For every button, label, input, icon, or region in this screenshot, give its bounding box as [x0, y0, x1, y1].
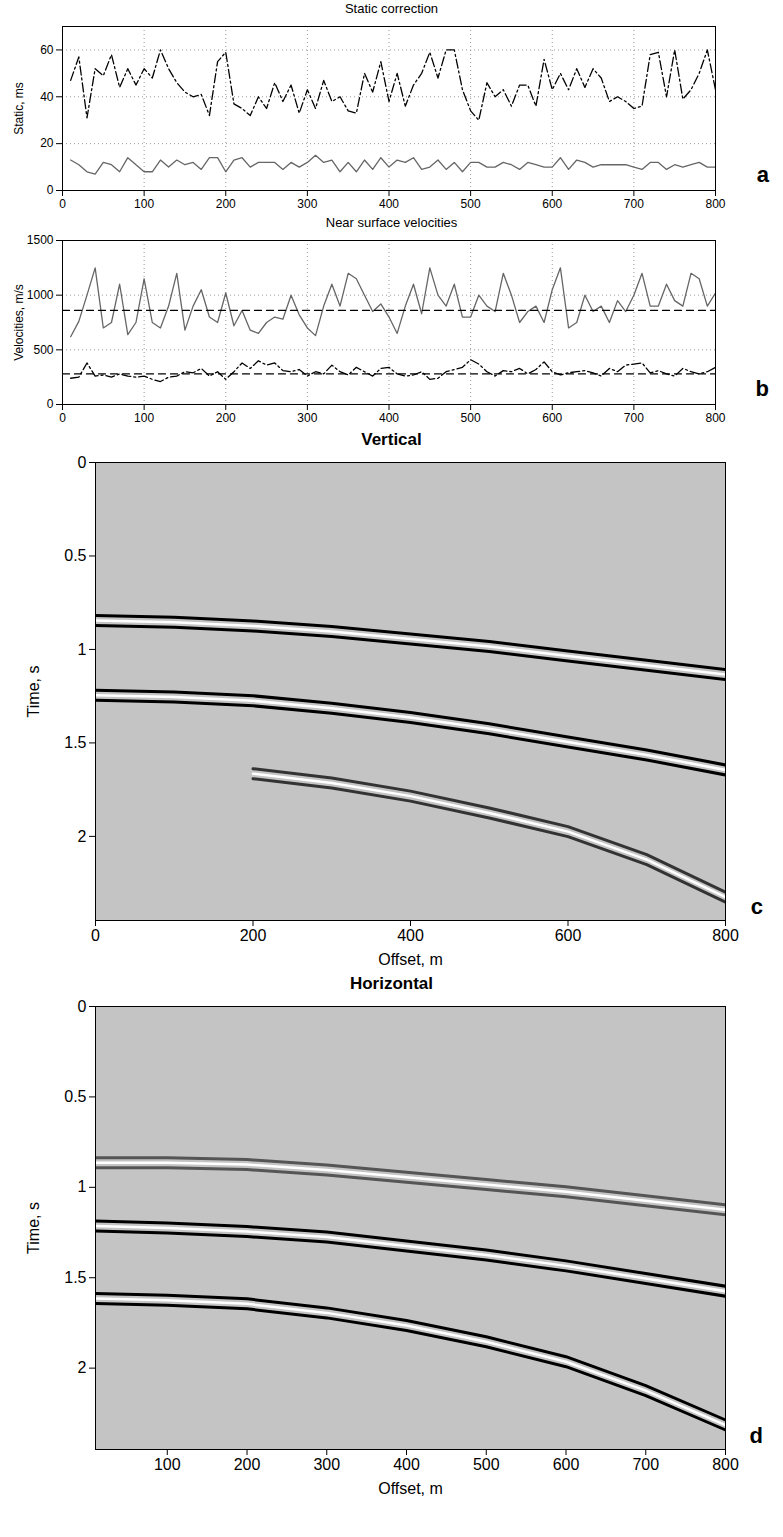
svg-text:Static, ms: Static, ms [12, 82, 26, 135]
svg-text:1: 1 [78, 641, 87, 658]
svg-text:600: 600 [542, 197, 562, 211]
svg-text:200: 200 [216, 411, 236, 425]
html-text:Vertical: Vertical [361, 430, 422, 449]
svg-text:0.5: 0.5 [64, 1088, 86, 1105]
svg-text:600: 600 [555, 927, 582, 944]
svg-text:200: 200 [234, 1456, 261, 1473]
svg-text:0: 0 [91, 927, 100, 944]
svg-text:40: 40 [40, 90, 54, 104]
svg-text:Offset, m: Offset, m [378, 1480, 443, 1497]
svg-text:600: 600 [542, 411, 562, 425]
svg-text:0.5: 0.5 [64, 547, 86, 564]
svg-text:500: 500 [461, 197, 481, 211]
svg-text:20: 20 [40, 136, 54, 150]
svg-text:500: 500 [461, 411, 481, 425]
html-text:a: a [756, 162, 769, 187]
svg-text:1.5: 1.5 [64, 1269, 86, 1286]
svg-text:0: 0 [59, 197, 66, 211]
svg-text:1.5: 1.5 [64, 734, 86, 751]
svg-text:500: 500 [33, 343, 53, 357]
svg-text:400: 400 [393, 1456, 420, 1473]
html-text:c: c [750, 894, 763, 919]
svg-text:200: 200 [240, 927, 267, 944]
svg-text:Time, s: Time, s [25, 1202, 42, 1254]
svg-text:800: 800 [712, 927, 739, 944]
svg-text:800: 800 [712, 1456, 739, 1473]
svg-text:Offset, m: Offset, m [378, 951, 443, 968]
svg-text:100: 100 [154, 1456, 181, 1473]
svg-text:0: 0 [47, 183, 54, 197]
svg-text:300: 300 [297, 411, 317, 425]
svg-text:300: 300 [313, 1456, 340, 1473]
svg-text:800: 800 [705, 411, 725, 425]
svg-text:Time, s: Time, s [25, 666, 42, 718]
svg-text:1000: 1000 [27, 288, 54, 302]
svg-text:100: 100 [134, 197, 154, 211]
svg-text:700: 700 [632, 1456, 659, 1473]
svg-text:0: 0 [47, 397, 54, 411]
svg-text:Velocities, m/s: Velocities, m/s [12, 284, 26, 361]
svg-text:800: 800 [705, 197, 725, 211]
html-text:b: b [755, 376, 769, 401]
svg-text:500: 500 [473, 1456, 500, 1473]
svg-text:700: 700 [624, 197, 644, 211]
svg-text:2: 2 [78, 827, 87, 844]
svg-text:600: 600 [553, 1456, 580, 1473]
html-text:Horizontal: Horizontal [349, 974, 433, 993]
svg-text:300: 300 [297, 197, 317, 211]
svg-text:400: 400 [379, 411, 399, 425]
svg-text:60: 60 [40, 43, 54, 57]
svg-text:0: 0 [78, 998, 87, 1015]
svg-text:400: 400 [397, 927, 424, 944]
svg-text:2: 2 [78, 1359, 87, 1376]
svg-text:1500: 1500 [27, 233, 54, 247]
svg-text:400: 400 [379, 197, 399, 211]
svg-text:0: 0 [59, 411, 66, 425]
html-text:Near surface velocities: Near surface velocities [325, 215, 458, 230]
svg-text:700: 700 [624, 411, 644, 425]
svg-text:0: 0 [78, 454, 87, 471]
svg-text:200: 200 [216, 197, 236, 211]
html-text:d: d [749, 1423, 763, 1448]
svg-text:1: 1 [78, 1178, 87, 1195]
html-text:Static correction: Static correction [344, 1, 439, 16]
svg-text:100: 100 [134, 411, 154, 425]
